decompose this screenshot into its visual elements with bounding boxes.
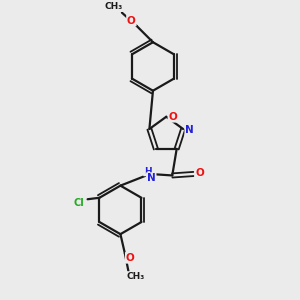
Text: N: N — [147, 173, 156, 183]
Text: O: O — [127, 16, 136, 26]
Text: O: O — [195, 168, 204, 178]
Text: Cl: Cl — [74, 198, 84, 208]
Text: CH₃: CH₃ — [104, 2, 123, 11]
Text: N: N — [185, 125, 194, 136]
Text: O: O — [126, 253, 135, 263]
Text: CH₃: CH₃ — [127, 272, 145, 281]
Text: O: O — [168, 112, 177, 122]
Text: H: H — [144, 167, 152, 176]
